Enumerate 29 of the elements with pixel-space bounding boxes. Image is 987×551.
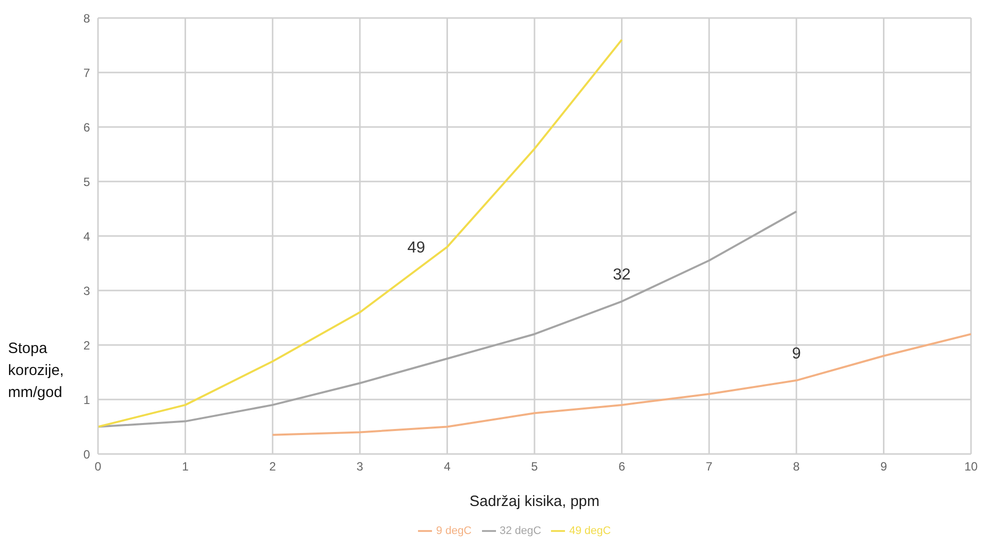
- x-tick-label: 7: [706, 460, 713, 474]
- x-tick-label: 4: [444, 460, 451, 474]
- y-tick-label: 4: [83, 229, 90, 244]
- x-tick-label: 0: [94, 460, 102, 474]
- x-tick-label: 6: [618, 460, 626, 474]
- x-tick-label: 1: [182, 460, 189, 474]
- x-tick-label: 3: [356, 460, 364, 474]
- y-tick-label: 1: [83, 392, 90, 407]
- x-tick-label: 10: [964, 460, 978, 474]
- legend-label: 9 degC: [436, 524, 472, 537]
- x-axis-title: Sadržaj kisika, ppm: [469, 493, 600, 510]
- annotation: 49: [407, 240, 426, 257]
- x-tick-label: 5: [531, 460, 538, 474]
- y-axis-title: Stopa korozije, mm/god: [8, 339, 65, 403]
- y-tick-label: 8: [83, 11, 90, 26]
- line-series: [272, 333, 971, 436]
- y-tick-label: 7: [83, 66, 90, 80]
- y-tick-label: 3: [83, 284, 90, 298]
- x-tick-label: 2: [269, 460, 276, 474]
- x-tick-label: 8: [793, 460, 800, 474]
- x-tick-label: 9: [880, 460, 888, 474]
- y-tick-label: 2: [83, 338, 90, 352]
- legend-label: 32 degC: [500, 524, 542, 537]
- y-tick-label: 0: [83, 447, 90, 462]
- legend-label: 49 degC: [569, 524, 611, 537]
- y-tick-label: 6: [83, 120, 90, 134]
- annotation: 32: [612, 266, 631, 284]
- annotation: 9: [792, 345, 801, 362]
- y-tick-label: 5: [83, 174, 90, 189]
